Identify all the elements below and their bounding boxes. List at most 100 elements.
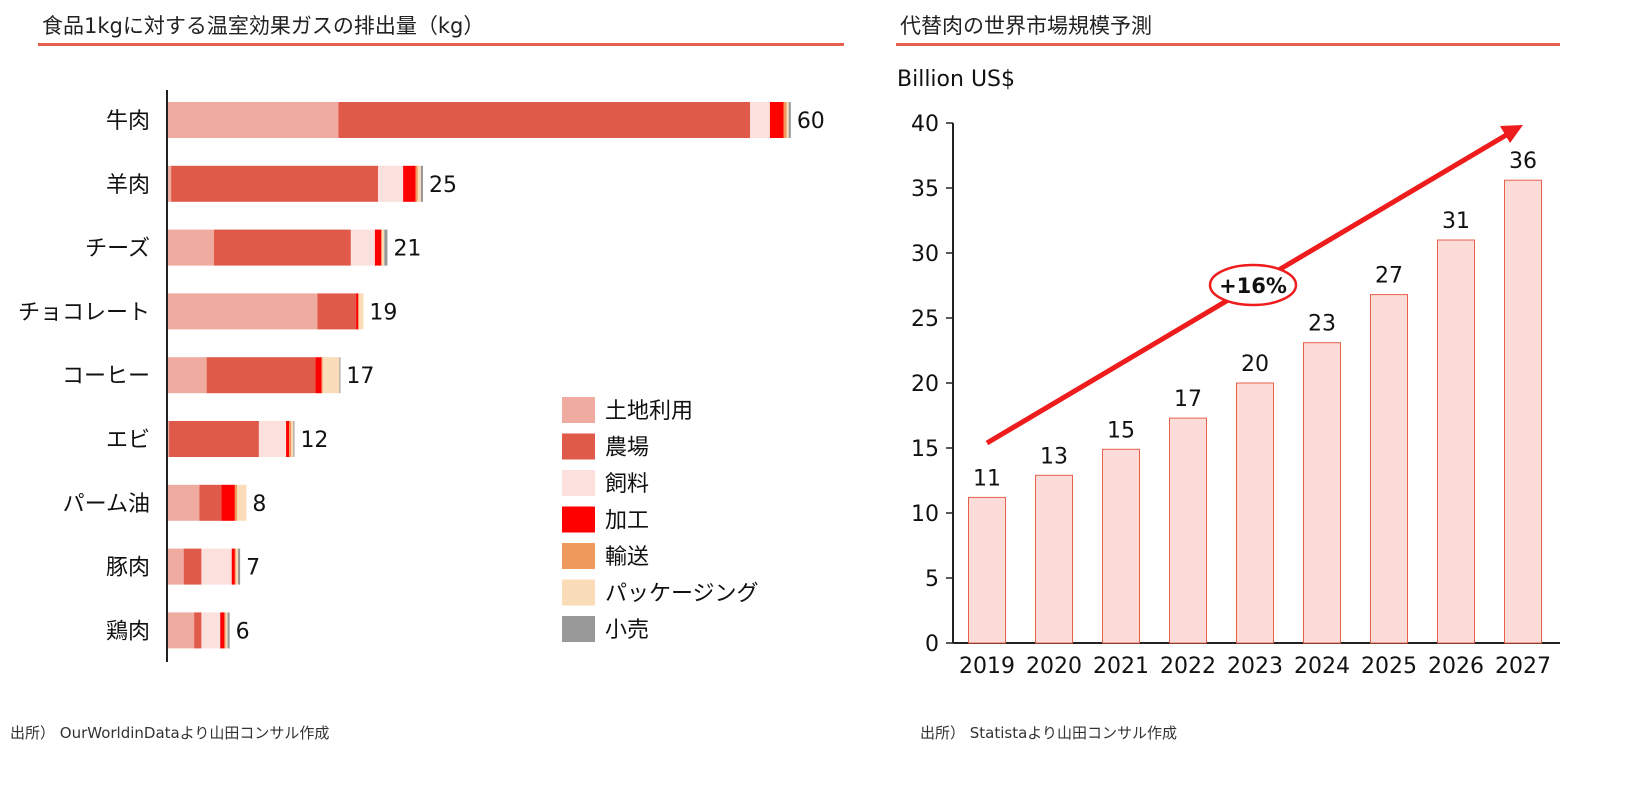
total-label: 19 xyxy=(369,300,397,325)
bar-segment-農場 xyxy=(213,229,351,266)
bar-segment-パッケージング xyxy=(236,484,247,521)
y-tick-label: 0 xyxy=(925,632,939,657)
market-bar xyxy=(968,496,1006,644)
x-tick-label: 2021 xyxy=(1093,654,1149,679)
x-tick-label: 2023 xyxy=(1227,654,1283,679)
total-label: 21 xyxy=(393,237,421,262)
x-tick-label: 2024 xyxy=(1294,654,1350,679)
bar-segment-農場 xyxy=(206,357,316,394)
total-label: 8 xyxy=(252,492,266,517)
legend-label: 農場 xyxy=(605,436,649,461)
y-tick-label: 15 xyxy=(911,437,939,462)
bar-segment-農場 xyxy=(317,293,357,330)
legend-label: パッケージング xyxy=(605,582,759,607)
bar-segment-小売 xyxy=(339,357,341,394)
category-label: 羊肉 xyxy=(106,173,150,198)
bar-segment-パッケージング xyxy=(225,612,228,649)
legend-label: 土地利用 xyxy=(605,399,693,424)
bar-segment-輸送 xyxy=(381,229,383,266)
legend-swatch xyxy=(562,433,595,460)
legend-swatch xyxy=(562,616,595,642)
bar-segment-加工 xyxy=(403,165,416,202)
bar-segment-土地利用 xyxy=(168,357,207,394)
left-title-rule xyxy=(38,43,844,46)
bar-segment-飼料 xyxy=(750,102,770,138)
category-label: パーム油 xyxy=(63,492,150,517)
category-label: 豚肉 xyxy=(106,556,150,581)
bar-segment-加工 xyxy=(221,484,235,521)
bar-segment-土地利用 xyxy=(168,102,339,138)
market-bar xyxy=(1303,342,1341,644)
right-source-note: 出所） Statistaより山田コンサル作成 xyxy=(920,724,1178,742)
market-bar xyxy=(1370,294,1408,644)
legend-label: 輸送 xyxy=(605,545,649,570)
legend-swatch xyxy=(562,506,595,533)
bar-value-label: 23 xyxy=(1308,312,1336,337)
total-label: 6 xyxy=(236,619,250,644)
bar-segment-輸送 xyxy=(234,548,236,585)
bar-segment-小売 xyxy=(238,548,241,585)
bar-segment-土地利用 xyxy=(168,229,214,266)
category-label: 鶏肉 xyxy=(106,619,150,644)
bar-segment-パッケージング xyxy=(786,102,789,138)
total-label: 7 xyxy=(246,556,260,581)
bar-segment-飼料 xyxy=(258,421,287,457)
bar-segment-輸送 xyxy=(224,612,226,649)
x-tick-label: 2022 xyxy=(1160,654,1216,679)
bar-segment-輸送 xyxy=(415,165,418,202)
bar-segment-輸送 xyxy=(783,102,787,138)
bar-segment-加工 xyxy=(374,229,382,266)
bar-value-label: 31 xyxy=(1442,209,1470,234)
bar-value-label: 27 xyxy=(1375,264,1403,289)
market-bar xyxy=(1035,474,1073,644)
category-label: 牛肉 xyxy=(106,109,150,134)
bar-segment-パッケージング xyxy=(235,548,239,585)
bar-segment-小売 xyxy=(227,612,230,649)
bar-segment-輸送 xyxy=(321,357,323,394)
bar-segment-飼料 xyxy=(350,229,375,266)
emissions-stacked-bar-chart: 牛肉 60 羊肉 25 チーズ 21 チョコレート 19 コーヒー 17 エビ 12 パーム油 8 豚肉 7 鶏… xyxy=(18,90,825,662)
x-tick-label: 2020 xyxy=(1026,654,1082,679)
bar-segment-農場 xyxy=(183,548,202,585)
bar-segment-パッケージング xyxy=(382,229,385,266)
category-label: チョコレート xyxy=(18,300,150,325)
bar-segment-加工 xyxy=(231,548,235,585)
bar-segment-飼料 xyxy=(201,612,221,649)
bar-segment-加工 xyxy=(220,612,225,649)
y-tick-label: 10 xyxy=(911,502,939,527)
x-tick-label: 2025 xyxy=(1361,654,1417,679)
legend-label: 小売 xyxy=(605,618,649,643)
market-bar xyxy=(1504,179,1542,644)
bar-segment-加工 xyxy=(286,421,290,457)
left-chart-title: 食品1kgに対する温室効果ガスの排出量（kg） xyxy=(42,14,485,38)
total-label: 60 xyxy=(797,109,825,134)
y-tick-label: 5 xyxy=(925,567,939,592)
bar-segment-土地利用 xyxy=(168,165,172,202)
y-tick-label: 35 xyxy=(911,177,939,202)
bar-segment-農場 xyxy=(171,165,379,202)
bar-segment-農場 xyxy=(169,421,259,457)
right-chart-title: 代替肉の世界市場規模予測 xyxy=(900,14,1152,38)
bar-segment-農場 xyxy=(194,612,202,649)
bar-value-label: 11 xyxy=(973,466,1001,491)
bar-segment-加工 xyxy=(315,357,322,394)
total-label: 25 xyxy=(429,173,457,198)
y-tick-label: 20 xyxy=(911,372,939,397)
bar-segment-小売 xyxy=(788,102,791,138)
bar-segment-小売 xyxy=(293,421,295,457)
bar-segment-パッケージング xyxy=(359,293,364,330)
bar-segment-小売 xyxy=(384,229,388,266)
bar-segment-農場 xyxy=(199,484,222,521)
bar-segment-パッケージング xyxy=(291,421,294,457)
category-label: コーヒー xyxy=(62,364,150,389)
category-label: チーズ xyxy=(85,237,150,262)
bar-segment-土地利用 xyxy=(168,484,200,521)
x-tick-label: 2026 xyxy=(1428,654,1484,679)
category-label: エビ xyxy=(106,428,150,453)
y-tick-label: 40 xyxy=(911,112,939,137)
bar-segment-小売 xyxy=(420,165,423,202)
bar-segment-土地利用 xyxy=(168,421,170,457)
right-title-rule xyxy=(896,43,1560,46)
growth-rate-label: +16% xyxy=(1219,274,1287,298)
bar-segment-飼料 xyxy=(201,548,232,585)
